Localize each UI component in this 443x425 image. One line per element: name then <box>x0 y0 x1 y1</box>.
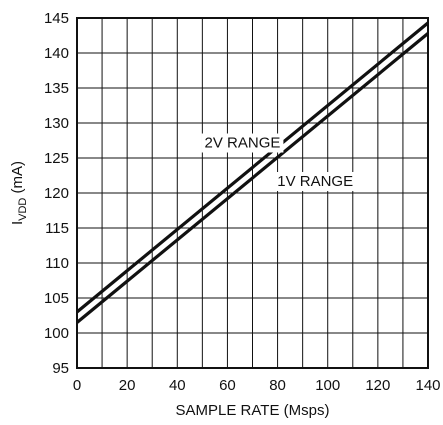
x-tick-label: 20 <box>119 377 136 394</box>
series-label-background <box>274 172 357 191</box>
x-tick-label: 40 <box>169 377 186 394</box>
y-tick-label: 135 <box>44 80 69 97</box>
y-tick-label: 120 <box>44 185 69 202</box>
y-axis-title-suffix: (mA) <box>9 161 26 198</box>
y-tick-label: 140 <box>44 45 69 62</box>
series-label-1v-range: 1V RANGE <box>277 173 353 190</box>
y-axis-title-main: I <box>9 221 26 225</box>
y-tick-label: 110 <box>45 255 69 272</box>
x-tick-label: 0 <box>73 377 81 394</box>
y-tick-label: 130 <box>44 115 69 132</box>
x-tick-labels: 0 20 40 60 80 100 120 140 <box>73 377 441 394</box>
x-tick-label: 100 <box>315 377 340 394</box>
x-tick-label: 60 <box>219 377 236 394</box>
y-axis-title: IVDD (mA) <box>9 161 29 225</box>
series-label-background <box>201 133 284 153</box>
y-tick-label: 105 <box>44 290 69 307</box>
y-tick-label: 115 <box>45 220 69 237</box>
series-line-1v-range <box>77 32 428 324</box>
plot-frame <box>76 17 429 369</box>
series-annotations: 2V RANGE 1V RANGE <box>201 133 357 191</box>
series-lines <box>77 21 428 324</box>
x-tick-label: 120 <box>365 377 390 394</box>
series-line-2v-range <box>77 21 428 314</box>
x-axis-title: SAMPLE RATE (Msps) <box>176 402 330 419</box>
y-tick-labels: 95 100 105 110 115 120 125 130 135 140 145 <box>44 10 69 377</box>
x-tick-label: 80 <box>269 377 286 394</box>
y-tick-label: 95 <box>52 360 69 377</box>
grid-lines <box>77 18 428 368</box>
y-tick-label: 145 <box>44 10 69 27</box>
y-tick-label: 100 <box>44 325 69 342</box>
y-axis-title-subscript: VDD <box>17 198 29 221</box>
x-tick-label: 140 <box>415 377 440 394</box>
series-label-2v-range: 2V RANGE <box>205 135 281 152</box>
y-tick-label: 125 <box>44 150 69 167</box>
